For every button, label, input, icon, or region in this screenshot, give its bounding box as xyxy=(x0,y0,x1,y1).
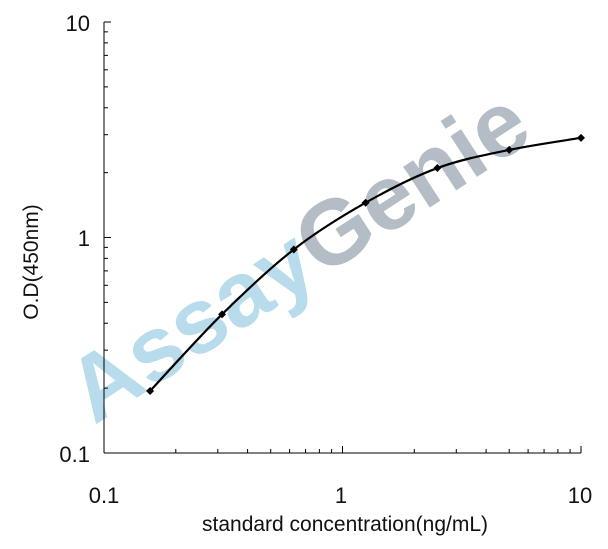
y-axis-title: O.D(450nm) xyxy=(20,204,43,320)
x-axis-title: standard concentration(ng/mL) xyxy=(202,513,488,536)
data-point-3 xyxy=(361,198,370,207)
y-tick-label-0: 0.1 xyxy=(59,442,90,467)
data-point-4 xyxy=(433,164,442,173)
watermark-assay: Assay xyxy=(49,209,332,442)
watermark: AssayGenie xyxy=(49,70,546,442)
x-tick-label-1: 1 xyxy=(335,483,347,508)
ticks xyxy=(103,21,582,454)
series xyxy=(146,133,585,395)
data-point-0 xyxy=(146,386,155,395)
data-point-5 xyxy=(505,145,514,154)
x-tick-label-2: 10 xyxy=(568,483,592,508)
data-point-2 xyxy=(289,245,298,254)
x-tick-label-0: 0.1 xyxy=(89,483,120,508)
y-tick-label-1: 1 xyxy=(78,226,90,251)
data-point-6 xyxy=(577,133,585,142)
watermark-genie: Genie xyxy=(277,70,547,295)
y-tick-label-2: 10 xyxy=(66,11,90,36)
data-point-1 xyxy=(218,310,227,319)
